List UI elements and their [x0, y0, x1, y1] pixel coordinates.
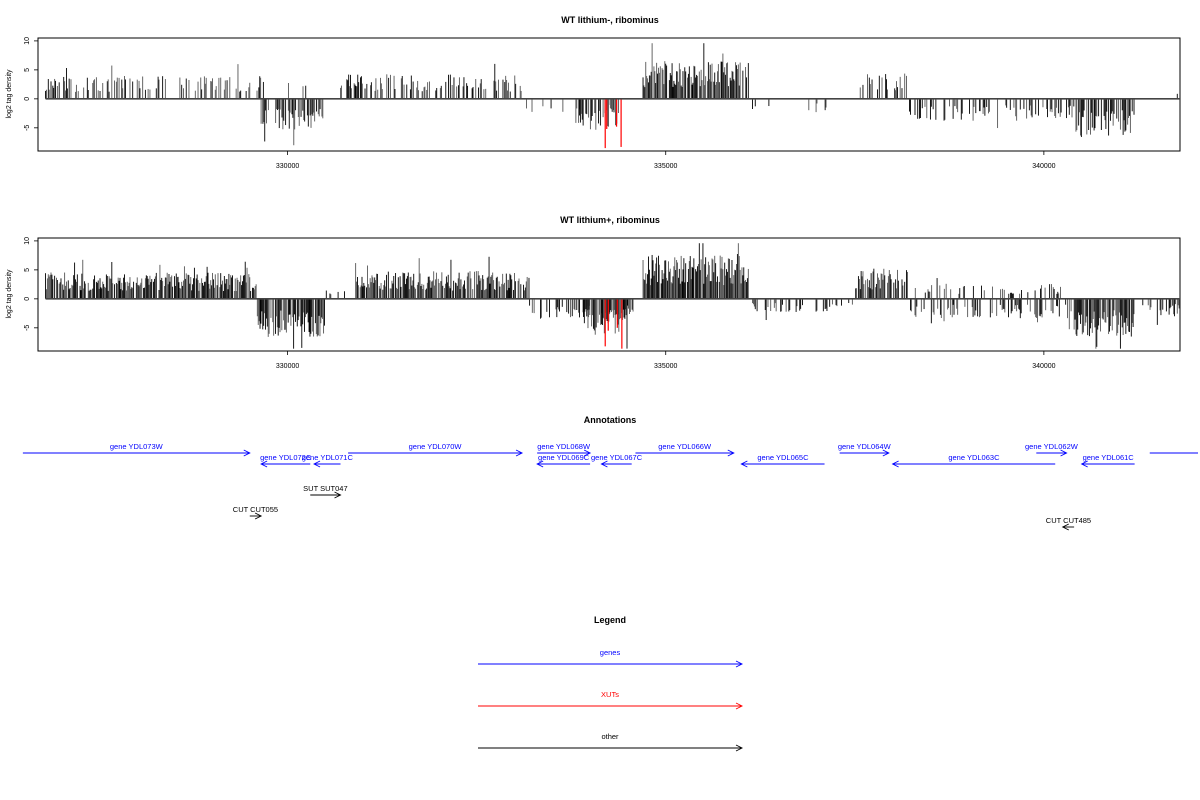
feature-label: gene YDL071C — [302, 453, 354, 462]
x-tick-label: 335000 — [654, 163, 677, 170]
bar-group — [45, 243, 1180, 349]
y-tick-label: -5 — [24, 125, 31, 131]
y-tick-label: 0 — [24, 297, 31, 301]
feature-arrowhead — [313, 460, 321, 468]
legend-label: other — [601, 732, 619, 741]
annotation-feature: gene YDL065C — [740, 453, 825, 468]
annotation-feature: gene YDL073W — [22, 442, 251, 457]
x-tick-label: 340000 — [1032, 163, 1055, 170]
annotation-feature: gene YDL061C — [1080, 453, 1135, 468]
feature-arrowhead — [515, 449, 524, 457]
legend-item: XUTs — [478, 690, 744, 710]
feature-label: gene YDL066W — [658, 442, 712, 451]
panel-lithium-plus: WT lithium+, ribominus log2 tag density … — [6, 215, 1181, 370]
legend-items: genes XUTs other — [478, 648, 744, 752]
y-tick-label: -5 — [24, 325, 31, 331]
feature-label: gene YDL072C — [260, 453, 312, 462]
feature-arrowhead — [536, 460, 544, 468]
annotation-feature: SUT SUT047 — [303, 484, 348, 499]
feature-label: gene YDL063C — [948, 453, 1000, 462]
y-axis: 10 5 0 -5 — [24, 37, 39, 131]
feature-label: gene YDL069C — [538, 453, 590, 462]
x-axis: 330000 335000 340000 — [276, 151, 1056, 170]
annotation-feature: gene YDL068W — [537, 442, 592, 457]
y-tick-label: 5 — [24, 68, 31, 72]
x-tick-label: 335000 — [654, 363, 677, 370]
feature-arrowhead — [882, 449, 890, 457]
annotations-title: Annotations — [584, 415, 637, 425]
feature-arrowhead — [1060, 449, 1068, 457]
feature-arrowhead — [891, 460, 899, 468]
y-tick-label: 10 — [24, 237, 31, 245]
y-axis: 10 5 0 -5 — [24, 237, 39, 331]
feature-arrowhead — [600, 460, 608, 468]
legend-title: Legend — [594, 615, 626, 625]
feature-label: gene YDL064W — [838, 442, 892, 451]
feature-arrowhead — [254, 512, 263, 520]
feature-arrowhead — [1061, 523, 1069, 531]
y-tick-label: 0 — [24, 97, 31, 101]
legend: Legend genes XUTs other — [478, 615, 744, 752]
feature-label: gene YDL073W — [110, 442, 164, 451]
x-tick-label: 330000 — [276, 163, 299, 170]
annotation-feature: CUT CUT485 — [1046, 516, 1091, 531]
feature-arrowhead — [740, 460, 748, 468]
feature-label: gene YDL061C — [1083, 453, 1135, 462]
feature-label: gene YDL068W — [537, 442, 591, 451]
y-tick-label: 5 — [24, 268, 31, 272]
y-axis-label: log2 tag density — [6, 69, 13, 119]
feature-arrowhead — [260, 460, 268, 468]
feature-label: SUT SUT047 — [303, 484, 347, 493]
feature-label: gene YDL062W — [1025, 442, 1079, 451]
annotation-feature: gene YDL072C — [260, 453, 312, 468]
panel-lithium-minus: WT lithium-, ribominus log2 tag density … — [6, 15, 1181, 170]
y-tick-label: 10 — [24, 37, 31, 45]
annotation-feature: gene YDL066W — [635, 442, 735, 457]
y-axis-label: log2 tag density — [6, 269, 13, 319]
annotation-feature: gene YDL063C — [891, 453, 1056, 468]
feature-arrowhead — [243, 449, 251, 457]
annotation-feature: CUT CUT055 — [233, 505, 278, 520]
annotation-feature: gene YDL062W — [1025, 442, 1079, 457]
feature-label: gene YDL070W — [409, 442, 463, 451]
panel-title: WT lithium-, ribominus — [561, 15, 659, 25]
x-tick-label: 340000 — [1032, 363, 1055, 370]
feature-label: CUT CUT055 — [233, 505, 278, 514]
legend-item: other — [478, 732, 744, 752]
feature-arrowhead — [334, 491, 342, 499]
legend-item: genes — [478, 648, 744, 668]
plot-frame — [37, 37, 1181, 152]
annotation-feature: gene YDL070W — [348, 442, 524, 457]
annotation-feature: gene YDL071C — [302, 453, 354, 468]
x-tick-label: 330000 — [276, 363, 299, 370]
x-axis: 330000 335000 340000 — [276, 351, 1056, 370]
panel-title: WT lithium+, ribominus — [560, 215, 660, 225]
bar-group — [45, 43, 1180, 149]
legend-arrowhead — [735, 660, 744, 668]
legend-arrowhead — [735, 744, 744, 752]
legend-arrowhead — [735, 702, 744, 710]
feature-arrowhead — [1080, 460, 1088, 468]
annotation-feature: gene YDL064W — [838, 442, 892, 457]
feature-arrowhead — [583, 449, 592, 457]
annotation-feature: gene YDL067C — [591, 453, 643, 468]
annotation-feature: gene YDL069C — [536, 453, 591, 468]
feature-label: CUT CUT485 — [1046, 516, 1091, 525]
legend-label: genes — [600, 648, 621, 657]
feature-label: gene YDL067C — [591, 453, 643, 462]
feature-arrowhead — [727, 449, 735, 457]
feature-label: gene YDL065C — [757, 453, 809, 462]
legend-label: XUTs — [601, 690, 619, 699]
